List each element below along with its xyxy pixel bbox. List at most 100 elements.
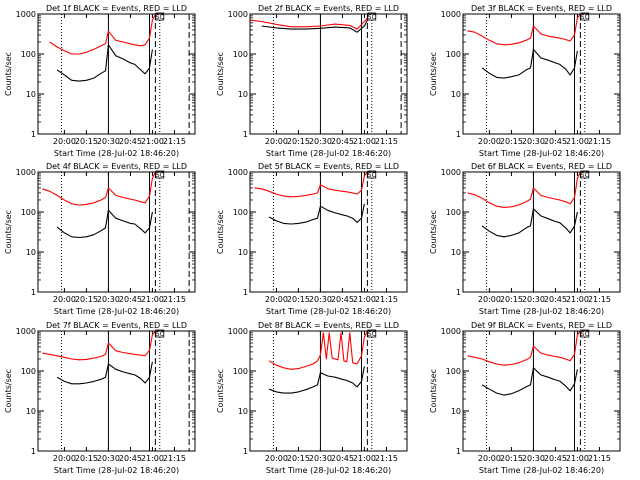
x-tick-label: 20:00 [53, 295, 76, 304]
y-axis-label: Counts/sec [4, 52, 13, 96]
x-tick-label: 21:15 [588, 295, 611, 304]
events-series-line [268, 366, 365, 394]
x-tick-label: 21:00 [141, 137, 164, 146]
x-tick-label: 21:00 [141, 454, 164, 463]
plot-area [49, 14, 190, 134]
plot-area [250, 14, 402, 134]
x-tick-label: 20:15 [75, 295, 98, 304]
detector-panel: Det 9f BLACK = Events, RED = LLD Counts/s… [429, 321, 621, 475]
x-tick-label: 20:00 [53, 454, 76, 463]
marker-label: SC [581, 172, 589, 179]
plot-frame [462, 13, 621, 135]
lld-series-line [254, 172, 371, 198]
y-tick-label: 10 [451, 407, 461, 416]
marker-box [155, 329, 165, 338]
x-axis-label: Start Time (28-Jul-02 18:46:20) [266, 466, 391, 475]
lld-series-line [467, 172, 581, 208]
x-tick-label: 21:00 [141, 295, 164, 304]
x-tick-label: 20:45 [331, 454, 354, 463]
x-tick-label: 20:15 [287, 295, 310, 304]
x-tick-label: 21:00 [353, 137, 376, 146]
x-tick-label: 20:00 [265, 137, 288, 146]
y-axis-label: Counts/sec [216, 369, 225, 413]
y-tick-label: 100 [21, 367, 36, 376]
marker-box [155, 12, 165, 21]
detector-panel: Det 4f BLACK = Events, RED = LLD Counts/s… [4, 162, 196, 316]
x-tick-label: 21:15 [375, 295, 398, 304]
y-axis-label: Counts/sec [429, 52, 438, 96]
plot-area [42, 172, 190, 292]
x-axis-label: Start Time (28-Jul-02 18:46:20) [266, 149, 391, 158]
panel-title: Det 3f BLACK = Events, RED = LLD [471, 4, 612, 13]
x-tick-label: 20:45 [119, 137, 142, 146]
x-axis-label: Start Time (28-Jul-02 18:46:20) [479, 307, 604, 316]
y-tick-label: 10 [238, 248, 248, 257]
events-series-line [481, 367, 578, 396]
x-axis-label: Start Time (28-Jul-02 18:46:20) [54, 307, 179, 316]
x-tick-label: 20:45 [119, 454, 142, 463]
panel-title: Det 5f BLACK = Events, RED = LLD [258, 162, 399, 171]
plot-area [467, 331, 586, 451]
x-tick-label: 20:30 [522, 295, 545, 304]
y-axis-label: Counts/sec [429, 210, 438, 254]
panel-title: Det 7f BLACK = Events, RED = LLD [46, 321, 187, 330]
x-tick-label: 20:45 [544, 295, 567, 304]
x-tick-label: 20:00 [53, 137, 76, 146]
marker-label: SC [368, 331, 376, 338]
y-tick-label: 1000 [228, 327, 248, 336]
x-tick-label: 20:00 [265, 454, 288, 463]
detector-panel: Det 8f BLACK = Events, RED = LLD Counts/s… [216, 321, 408, 475]
marker-box [367, 12, 377, 21]
x-tick-label: 20:30 [522, 454, 545, 463]
y-tick-label: 100 [446, 208, 461, 217]
y-axis-label: Counts/sec [216, 210, 225, 254]
x-tick-label: 20:15 [75, 137, 98, 146]
plot-area [467, 172, 586, 292]
x-tick-label: 21:15 [375, 137, 398, 146]
y-tick-label: 1 [243, 288, 248, 297]
x-tick-label: 20:00 [478, 454, 501, 463]
marker-label: SC [581, 14, 589, 21]
y-tick-label: 1 [243, 447, 248, 456]
y-tick-label: 1 [31, 288, 36, 297]
marker-box [580, 329, 590, 338]
panel-title: Det 1f BLACK = Events, RED = LLD [46, 4, 187, 13]
y-axis-label: Counts/sec [4, 210, 13, 254]
panel-title: Det 8f BLACK = Events, RED = LLD [258, 321, 399, 330]
plot-frame [249, 330, 408, 452]
x-tick-label: 20:30 [522, 137, 545, 146]
y-tick-label: 100 [446, 50, 461, 59]
marker-label: SC [156, 172, 164, 179]
x-tick-label: 20:30 [309, 454, 332, 463]
x-tick-label: 21:15 [588, 137, 611, 146]
plot-area [268, 331, 373, 451]
x-tick-label: 20:15 [75, 454, 98, 463]
x-tick-label: 21:00 [353, 295, 376, 304]
marker-label: SC [156, 331, 164, 338]
x-tick-label: 20:30 [309, 137, 332, 146]
y-tick-label: 100 [21, 208, 36, 217]
events-series-line [268, 203, 365, 225]
lld-series-line [42, 172, 175, 206]
x-tick-label: 21:15 [588, 454, 611, 463]
events-series-line [56, 209, 153, 239]
lld-series-line [250, 14, 372, 30]
events-series-line [56, 361, 153, 385]
panel-title: Det 4f BLACK = Events, RED = LLD [46, 162, 187, 171]
detector-panel: Det 7f BLACK = Events, RED = LLD Counts/s… [4, 321, 196, 475]
x-tick-label: 20:45 [544, 137, 567, 146]
y-tick-label: 1 [31, 130, 36, 139]
marker-box [580, 170, 590, 179]
marker-label: SC [156, 14, 164, 21]
x-axis-label: Start Time (28-Jul-02 18:46:20) [266, 307, 391, 316]
panel-title: Det 2f BLACK = Events, RED = LLD [258, 4, 399, 13]
x-tick-label: 21:00 [566, 137, 589, 146]
x-tick-label: 20:45 [544, 454, 567, 463]
x-tick-label: 21:00 [353, 454, 376, 463]
x-tick-label: 20:30 [97, 295, 120, 304]
marker-label: SC [581, 331, 589, 338]
plot-frame [462, 330, 621, 452]
events-series-line [481, 208, 578, 238]
x-tick-label: 20:45 [331, 295, 354, 304]
